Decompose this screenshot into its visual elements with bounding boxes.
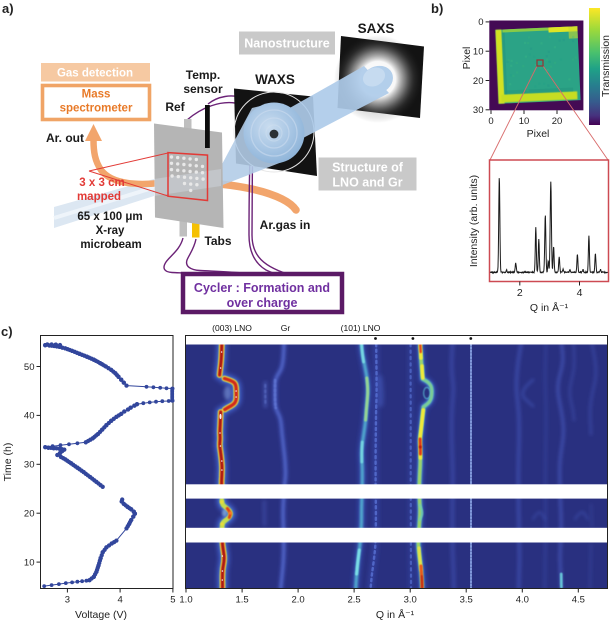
svg-text:Structure of: Structure of bbox=[332, 161, 404, 175]
svg-text:X-ray: X-ray bbox=[96, 225, 125, 237]
svg-text:Q in Å⁻¹: Q in Å⁻¹ bbox=[376, 608, 415, 621]
svg-text:3.0: 3.0 bbox=[404, 595, 417, 606]
svg-text:Nanostructure: Nanostructure bbox=[244, 37, 329, 51]
svg-text:b): b) bbox=[431, 1, 443, 16]
svg-text:Time (h): Time (h) bbox=[2, 443, 14, 482]
svg-text:2.0: 2.0 bbox=[291, 595, 304, 606]
svg-text:c): c) bbox=[1, 324, 13, 339]
svg-text:Temp.: Temp. bbox=[186, 68, 220, 82]
svg-text:4: 4 bbox=[117, 595, 122, 606]
svg-text:Ar. out: Ar. out bbox=[46, 131, 84, 145]
svg-text:WAXS: WAXS bbox=[255, 72, 295, 87]
svg-text:4.0: 4.0 bbox=[516, 595, 529, 606]
svg-text:(101) LNO: (101) LNO bbox=[341, 323, 381, 333]
svg-text:10: 10 bbox=[24, 557, 35, 568]
svg-text:3: 3 bbox=[65, 595, 70, 606]
svg-text:20: 20 bbox=[473, 76, 484, 87]
svg-text:30: 30 bbox=[473, 105, 484, 116]
svg-text:40: 40 bbox=[24, 411, 35, 422]
svg-text:1.5: 1.5 bbox=[235, 595, 248, 606]
svg-text:sensor: sensor bbox=[183, 82, 223, 96]
svg-text:Cycler : Formation and: Cycler : Formation and bbox=[194, 281, 330, 295]
svg-text:Transmission: Transmission bbox=[600, 35, 612, 97]
svg-text:Ar.gas in: Ar.gas in bbox=[260, 218, 311, 232]
svg-text:0: 0 bbox=[488, 116, 493, 127]
svg-text:3.5: 3.5 bbox=[460, 595, 473, 606]
svg-text:Q in Å⁻¹: Q in Å⁻¹ bbox=[530, 301, 569, 314]
svg-text:mapped: mapped bbox=[77, 191, 121, 203]
svg-text:Ref: Ref bbox=[165, 100, 185, 114]
svg-text:Gas detection: Gas detection bbox=[57, 68, 133, 80]
svg-text:20: 20 bbox=[552, 116, 563, 127]
svg-text:10: 10 bbox=[473, 47, 484, 58]
svg-text:microbeam: microbeam bbox=[80, 239, 141, 251]
svg-text:0: 0 bbox=[478, 17, 483, 28]
svg-text:LNO and Gr: LNO and Gr bbox=[332, 176, 402, 190]
svg-text:a): a) bbox=[2, 1, 14, 16]
svg-text:3 x 3 cm: 3 x 3 cm bbox=[79, 177, 124, 189]
svg-text:65 x 100 μm: 65 x 100 μm bbox=[77, 211, 142, 223]
svg-text:2.5: 2.5 bbox=[347, 595, 360, 606]
svg-text:Pixel: Pixel bbox=[461, 47, 473, 70]
svg-text:Pixel: Pixel bbox=[527, 128, 550, 140]
svg-text:Voltage (V): Voltage (V) bbox=[75, 609, 127, 621]
svg-text:5: 5 bbox=[170, 595, 175, 606]
svg-text:4: 4 bbox=[577, 287, 583, 299]
svg-text:over charge: over charge bbox=[227, 296, 298, 310]
svg-text:Mass: Mass bbox=[82, 89, 111, 101]
svg-text:50: 50 bbox=[24, 362, 35, 373]
svg-text:SAXS: SAXS bbox=[358, 21, 395, 36]
svg-text:10: 10 bbox=[519, 116, 530, 127]
svg-text:2: 2 bbox=[517, 287, 523, 299]
svg-text:1.0: 1.0 bbox=[179, 595, 192, 606]
svg-text:spectrometer: spectrometer bbox=[60, 103, 133, 115]
svg-text:Tabs: Tabs bbox=[204, 234, 231, 248]
svg-text:30: 30 bbox=[24, 460, 35, 471]
svg-text:(003) LNO: (003) LNO bbox=[212, 323, 252, 333]
svg-text:Gr: Gr bbox=[281, 323, 291, 333]
svg-text:Intensity (arb. units): Intensity (arb. units) bbox=[468, 175, 480, 267]
svg-text:20: 20 bbox=[24, 509, 35, 520]
svg-text:4.5: 4.5 bbox=[572, 595, 585, 606]
